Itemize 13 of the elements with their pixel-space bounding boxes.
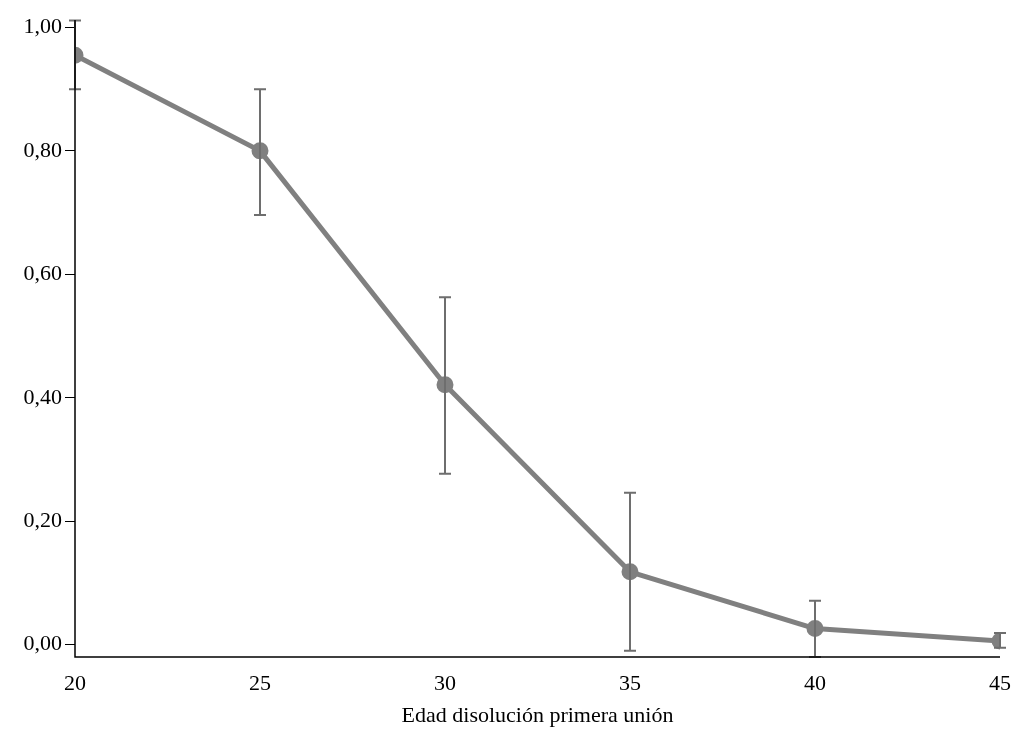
y-tick-label: 0,40 — [23, 383, 62, 409]
y-tick-label: 0,60 — [23, 260, 62, 286]
y-tick-label: 0,20 — [23, 506, 62, 532]
y-tick-label: 0,80 — [23, 136, 62, 162]
x-tick-label: 20 — [64, 669, 86, 695]
y-tick-label: 1,00 — [23, 13, 62, 39]
x-tick-label: 30 — [434, 669, 456, 695]
x-tick-label: 25 — [249, 669, 271, 695]
x-tick-label: 35 — [619, 669, 641, 695]
x-tick-label: 45 — [989, 669, 1011, 695]
x-tick-label: 40 — [804, 669, 826, 695]
y-tick-label: 0,00 — [23, 630, 62, 656]
x-axis-title: Edad disolución primera unión — [401, 701, 674, 727]
